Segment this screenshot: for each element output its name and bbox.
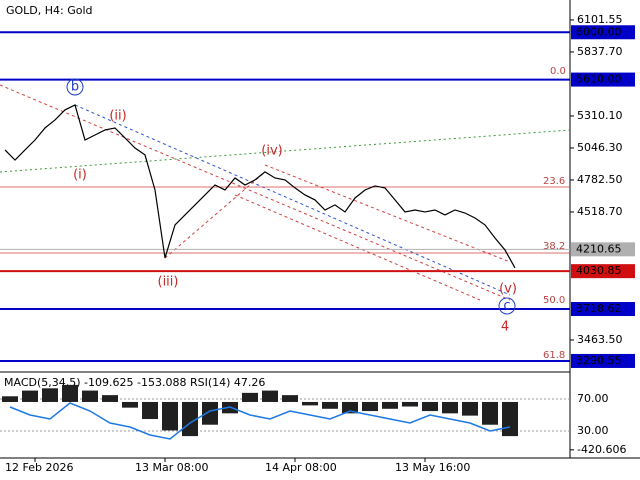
macd-bar <box>142 401 158 420</box>
macd-bar <box>502 401 518 437</box>
macd-bar <box>102 395 118 402</box>
level-label: 3290.55 <box>576 354 622 367</box>
x-tick-label: 14 Apr 08:00 <box>265 461 337 474</box>
level-label: 4210.65 <box>576 242 622 255</box>
level-label: 3718.62 <box>576 302 622 315</box>
macd-bar <box>22 390 38 402</box>
fib-label: 0.0 <box>550 66 566 77</box>
macd-bar <box>362 401 378 412</box>
trend-line <box>0 129 571 173</box>
macd-bar <box>342 401 358 414</box>
macd-bar <box>182 401 198 437</box>
fib-label: 61.8 <box>543 350 565 361</box>
macd-bar <box>122 401 138 408</box>
macd-bar <box>482 401 498 425</box>
x-tick-label: 12 Feb 2026 <box>5 461 73 474</box>
y-tick-label: 5837.70 <box>577 45 623 58</box>
wave-label: b <box>71 80 79 95</box>
wave-label: (iv) <box>261 144 282 159</box>
macd-bar <box>382 401 398 409</box>
macd-bar <box>322 401 338 409</box>
macd-bar <box>282 395 298 402</box>
fib-label: 23.6 <box>543 176 565 187</box>
y-tick-label: 6101.55 <box>577 13 623 26</box>
y-tick-label: 5046.30 <box>577 141 623 154</box>
trend-line <box>74 104 511 296</box>
wave-line <box>164 171 266 259</box>
level-label-bg <box>571 242 635 257</box>
level-label: 6000.00 <box>576 25 622 38</box>
y2-tick-label: 30.00 <box>577 424 609 437</box>
macd-bar <box>2 396 18 402</box>
y-tick-label: 5310.10 <box>577 109 623 122</box>
macd-bar <box>302 401 318 406</box>
fib-label: 38.2 <box>543 241 565 252</box>
price-line <box>4 104 516 269</box>
y-tick-label: -420.606 <box>577 443 626 456</box>
y-tick-label: 4518.70 <box>577 205 623 218</box>
channel-line <box>234 194 481 301</box>
wave-label: (i) <box>73 168 87 183</box>
macd-bar <box>42 388 58 402</box>
macd-bar <box>82 390 98 402</box>
y-tick-label: 3463.50 <box>577 333 623 346</box>
x-tick-label: 13 May 16:00 <box>395 461 470 474</box>
level-label: 4030.85 <box>576 264 622 277</box>
x-tick-label: 13 Mar 08:00 <box>135 461 208 474</box>
level-label-bg <box>571 264 635 279</box>
macd-bar <box>402 401 418 407</box>
wave-circle <box>66 78 84 96</box>
y-tick-label: 4782.50 <box>577 173 623 186</box>
level-label-bg <box>571 353 635 368</box>
chart-title: GOLD, H4: Gold <box>6 4 93 17</box>
macd-bar <box>202 401 218 425</box>
macd-bar <box>462 401 478 416</box>
macd-bar <box>422 401 438 412</box>
level-label-bg <box>571 302 635 317</box>
wave-label: (ii) <box>109 109 126 124</box>
wave-label: (v) <box>499 282 517 297</box>
channel-line <box>0 84 511 301</box>
y2-tick-label: 70.00 <box>577 392 609 405</box>
level-label-bg <box>571 72 635 87</box>
rsi-line <box>9 402 511 440</box>
macd-bar <box>62 384 78 402</box>
wave-label: c <box>503 299 510 314</box>
indicator-title: MACD(5,34,5) -109.625 -153.088 RSI(14) 4… <box>4 376 265 389</box>
wave-label: 4 <box>501 320 509 335</box>
fib-label: 50.0 <box>543 295 565 306</box>
macd-bar <box>242 392 258 402</box>
macd-bar <box>262 390 278 402</box>
macd-bar <box>442 401 458 414</box>
macd-bar <box>162 401 178 431</box>
level-label-bg <box>571 25 635 40</box>
wave-label: (iii) <box>158 275 179 290</box>
level-label: 5610.00 <box>576 73 622 86</box>
wave-circle <box>498 297 516 315</box>
channel-line <box>264 164 511 263</box>
